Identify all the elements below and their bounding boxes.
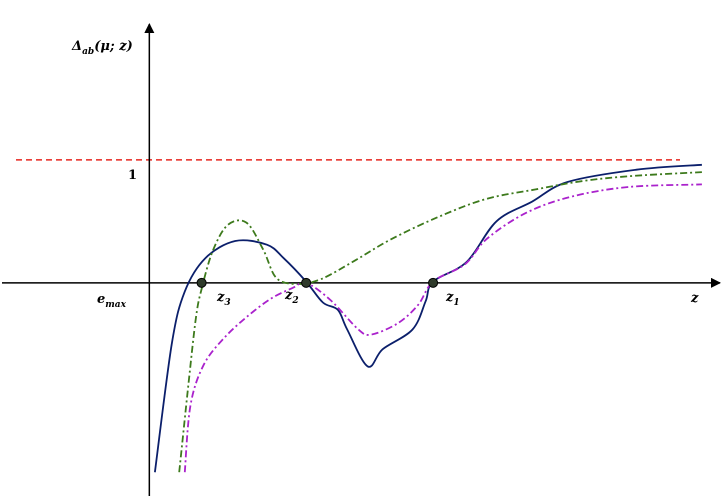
x-axis-label: z bbox=[690, 291, 699, 306]
point-label-z2: z2 bbox=[284, 288, 299, 306]
e-max-label: emax bbox=[97, 292, 127, 310]
intersection-point-3 bbox=[428, 277, 439, 288]
y-tick-label: 1 bbox=[128, 168, 137, 183]
intersection-point-1 bbox=[196, 277, 207, 288]
intersection-point-2 bbox=[301, 277, 312, 288]
point-label-z3: z3 bbox=[216, 290, 231, 308]
series-line-3 bbox=[183, 183, 702, 473]
series-line-2 bbox=[178, 171, 702, 473]
point-label-z1: z1 bbox=[445, 290, 460, 308]
series-line-1 bbox=[154, 163, 702, 473]
y-axis-label: Δab(μ; z) bbox=[71, 39, 133, 57]
